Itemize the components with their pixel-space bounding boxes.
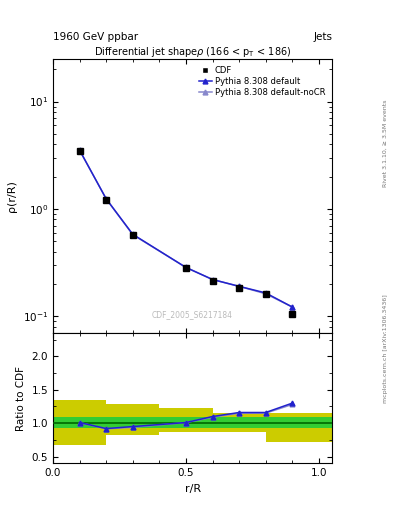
Title: Differential jet shape$\rho$ (166 < p$_\mathregular{T}$ < 186): Differential jet shape$\rho$ (166 < p$_\… [94, 45, 291, 59]
Bar [106, 404, 159, 435]
Text: Rivet 3.1.10, ≥ 3.5M events: Rivet 3.1.10, ≥ 3.5M events [383, 100, 387, 187]
Bar [106, 417, 159, 428]
Y-axis label: Ratio to CDF: Ratio to CDF [16, 366, 26, 431]
X-axis label: r/R: r/R [184, 484, 201, 494]
Bar [159, 417, 213, 428]
Text: 1960 GeV ppbar: 1960 GeV ppbar [53, 32, 138, 42]
Y-axis label: ρ(r/R): ρ(r/R) [7, 180, 17, 212]
Text: Jets: Jets [313, 32, 332, 42]
Bar [159, 409, 213, 432]
Text: CDF_2005_S6217184: CDF_2005_S6217184 [152, 310, 233, 319]
Legend: CDF, Pythia 8.308 default, Pythia 8.308 default-noCR: CDF, Pythia 8.308 default, Pythia 8.308 … [196, 63, 328, 99]
Bar [266, 417, 332, 428]
Bar [53, 400, 106, 444]
Bar [53, 417, 106, 428]
Text: mcplots.cern.ch [arXiv:1306.3436]: mcplots.cern.ch [arXiv:1306.3436] [383, 294, 387, 402]
Bar [266, 413, 332, 442]
Bar [213, 417, 266, 428]
Bar [213, 413, 266, 432]
